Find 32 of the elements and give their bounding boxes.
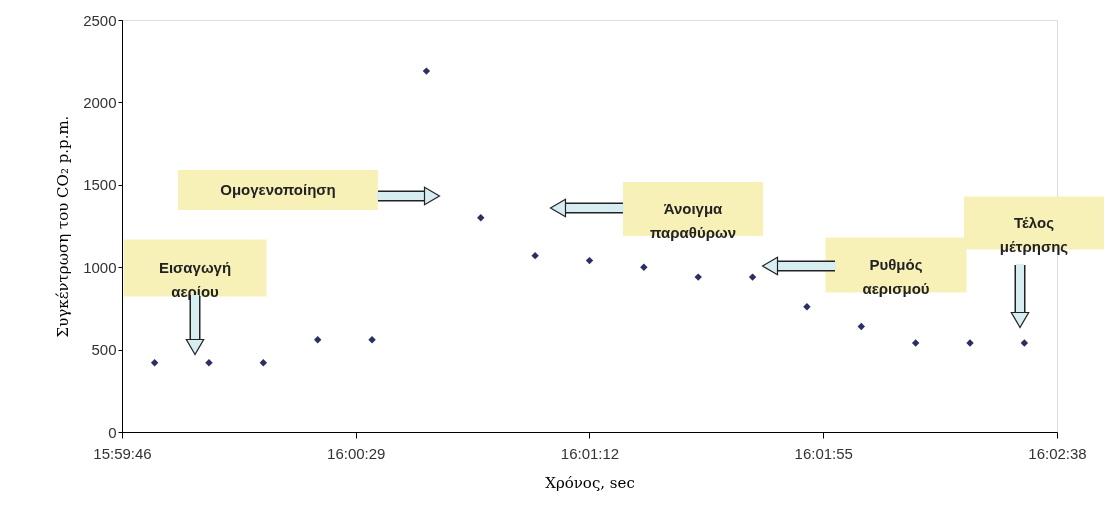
x-axis-title: Χρόνος, sec — [545, 473, 635, 492]
point — [585, 256, 594, 265]
point — [368, 336, 376, 344]
point — [911, 339, 920, 347]
point — [531, 251, 539, 260]
point — [1020, 339, 1029, 347]
point — [748, 273, 757, 281]
annotation: Ομογενοποίηση — [220, 181, 336, 198]
y-tick-label: 1500 — [83, 176, 117, 194]
y-tick-label: 500 — [91, 341, 117, 359]
x-tick-label: 16:00:29 — [327, 444, 386, 462]
annotation: Ρυθμός αερισμού — [862, 256, 930, 297]
x-tick-label: 16:01:55 — [794, 444, 853, 462]
point — [477, 214, 485, 222]
x-tick-label: 16:02:38 — [1028, 444, 1087, 462]
point — [857, 322, 866, 331]
y-tick-label: 1000 — [83, 258, 117, 276]
point — [640, 263, 648, 271]
annotation: Τέλος μέτρησης — [999, 214, 1069, 255]
x-tick-label: 15:59:46 — [93, 444, 152, 462]
point — [259, 359, 268, 367]
annotation: Άνοιγμα παραθύρων — [650, 200, 736, 241]
y-tick-label: 0 — [108, 423, 117, 441]
point — [422, 67, 431, 75]
point — [150, 359, 159, 367]
x-tick-label: 16:01:12 — [560, 444, 620, 462]
y-axis-title: Συγκέντρωση του CO₂ p.p.m. — [54, 115, 73, 338]
y-tick-label: 2000 — [83, 93, 117, 111]
point — [803, 303, 811, 311]
y-tick-label: 2500 — [83, 11, 117, 29]
point — [694, 273, 702, 281]
point — [313, 336, 322, 344]
